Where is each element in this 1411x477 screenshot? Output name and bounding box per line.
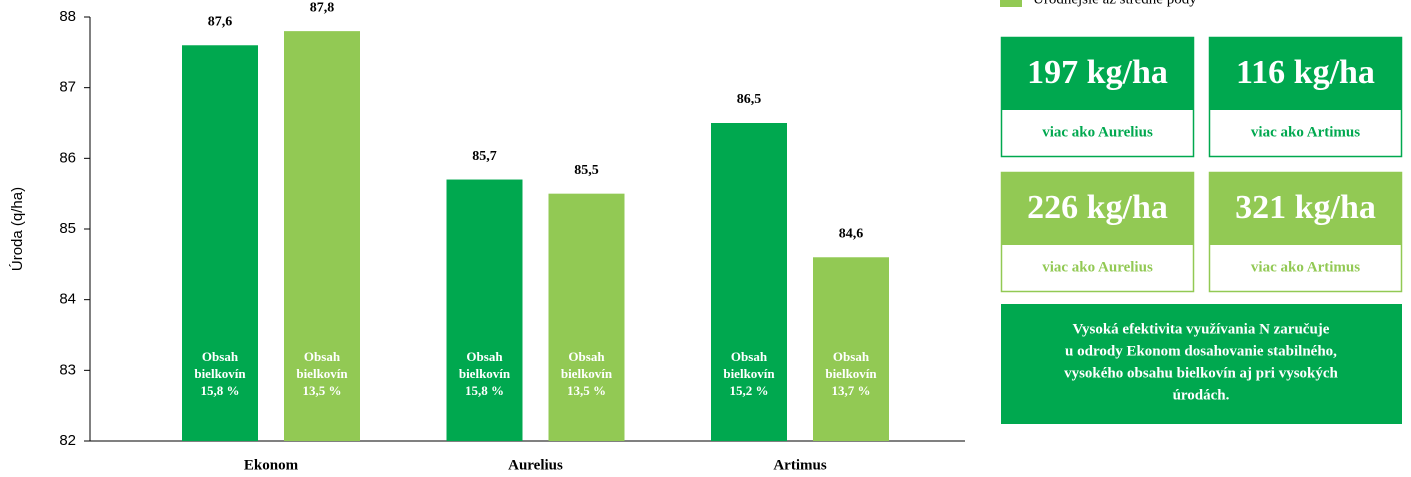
x-tick-label: Artimus [773, 457, 826, 473]
bar-inner-label: 15,8 % [201, 383, 240, 398]
panel-text: viac ako Artimus [1251, 259, 1360, 275]
bar-inner-label: Obsah [731, 349, 768, 364]
panel-value: 116 kg/ha [1236, 54, 1375, 91]
panel-text: viac ako Artimus [1251, 124, 1360, 140]
panel-head [1209, 172, 1402, 245]
panel-text: viac ako Aurelius [1042, 124, 1153, 140]
bar-inner-label: bielkovín [723, 366, 775, 381]
value-label: 85,5 [574, 163, 599, 178]
x-tick-label: Aurelius [508, 457, 563, 473]
panel-value: 197 kg/ha [1027, 54, 1168, 91]
bar [813, 257, 889, 441]
bar-inner-label: Obsah [202, 349, 239, 364]
panel-head [1001, 172, 1194, 245]
note-line: Vysoká efektivita využívania N zaručuje [1073, 321, 1330, 337]
bar-inner-label: Obsah [466, 349, 503, 364]
bar-inner-label: bielkovín [194, 366, 246, 381]
bar-inner-label: 13,7 % [832, 383, 871, 398]
bar-inner-label: bielkovín [459, 366, 511, 381]
legend-label: Úrodnejšie až stredné pôdy [1033, 0, 1197, 7]
legend-swatch [1000, 0, 1022, 7]
note-box [1001, 304, 1402, 424]
note-line: vysokého obsahu bielkovín aj pri vysokýc… [1064, 365, 1338, 381]
bar [548, 193, 625, 441]
bar-inner-label: bielkovín [561, 366, 613, 381]
bar [711, 123, 787, 441]
y-tick-label: 84 [59, 291, 76, 308]
panel-head [1209, 37, 1402, 110]
y-tick-label: 85 [59, 220, 76, 237]
x-tick-label: Ekonom [244, 457, 299, 473]
bar-inner-label: 15,8 % [465, 383, 504, 398]
bar [182, 45, 258, 442]
panel-text: viac ako Aurelius [1042, 259, 1153, 275]
y-tick-label: 86 [59, 149, 76, 166]
bar-inner-label: Obsah [833, 349, 870, 364]
bar-inner-label: 13,5 % [567, 383, 606, 398]
value-label: 85,7 [472, 149, 497, 164]
bar [446, 179, 523, 442]
bar-inner-label: Obsah [304, 349, 341, 364]
note-line: u odrody Ekonom dosahovanie stabilného, [1065, 343, 1337, 359]
bar [284, 31, 360, 442]
y-tick-label: 88 [59, 8, 76, 25]
bar-inner-label: 15,2 % [730, 383, 769, 398]
value-label: 87,8 [310, 0, 335, 15]
value-label: 84,6 [839, 226, 864, 241]
bar-inner-label: 13,5 % [303, 383, 342, 398]
panel-value: 226 kg/ha [1027, 189, 1168, 226]
y-tick-label: 87 [59, 79, 76, 96]
bar-inner-label: bielkovín [296, 366, 348, 381]
panel-head [1001, 37, 1194, 110]
panel-value: 321 kg/ha [1235, 189, 1376, 226]
y-tick-label: 83 [59, 361, 76, 378]
note-line: úrodách. [1173, 387, 1230, 403]
value-label: 87,6 [208, 14, 233, 29]
bar-inner-label: bielkovín [825, 366, 877, 381]
y-axis-label: Úroda (q/ha) [9, 187, 26, 271]
value-label: 86,5 [737, 92, 762, 107]
bar-inner-label: Obsah [568, 349, 605, 364]
y-tick-label: 82 [59, 432, 76, 449]
